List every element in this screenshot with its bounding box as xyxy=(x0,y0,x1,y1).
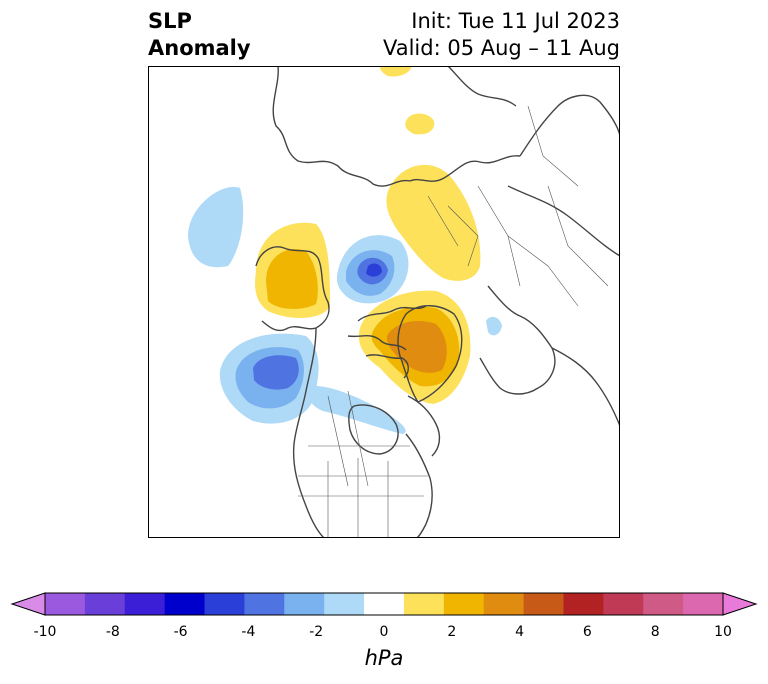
arctic-low-center xyxy=(366,263,382,277)
scandinavia-low-small xyxy=(486,316,502,336)
colorbar-cell xyxy=(84,593,126,615)
colorbar-cell xyxy=(603,593,644,615)
colorbar-cell xyxy=(164,593,206,615)
colorbar-tick-label: -6 xyxy=(173,624,188,640)
north-pacific-high-small xyxy=(405,113,435,135)
pacific-low-west xyxy=(188,186,244,268)
colorbar-cell xyxy=(683,593,724,615)
canada-low-trail xyxy=(307,385,406,434)
colorbar-ticks: -10 -8 -6 -4 -2 0 2 4 6 8 10 xyxy=(0,624,768,644)
colorbar-cell xyxy=(563,593,604,615)
colorbar-tick-label: -10 xyxy=(33,624,57,640)
map-dates: Init: Tue 11 Jul 2023 Valid: 05 Aug – 11… xyxy=(383,8,620,62)
colorbar-cell xyxy=(324,593,365,615)
colorbar-tick-label: 6 xyxy=(582,624,592,640)
colorbar-tick-label: 2 xyxy=(447,624,457,640)
colorbar-cell xyxy=(523,593,564,615)
init-date: Init: Tue 11 Jul 2023 xyxy=(411,9,620,33)
colorbar-extend-low xyxy=(10,592,46,616)
colorbar-tick-label: 10 xyxy=(714,624,732,640)
colorbar-tick-label: 4 xyxy=(515,624,525,640)
valid-range: Valid: 05 Aug – 11 Aug xyxy=(382,36,620,60)
colorbar-cell xyxy=(45,593,86,615)
title-slp: SLP xyxy=(148,9,192,33)
siberia-high-outer xyxy=(386,164,481,281)
colorbar-cell xyxy=(204,593,245,615)
colorbar-units: hPa xyxy=(364,646,404,670)
colorbar-tick-label: -4 xyxy=(241,624,256,640)
colorbar-tick-label: -8 xyxy=(105,624,120,640)
colorbar-extend-high xyxy=(722,592,758,616)
colorbar-tick-label: -2 xyxy=(309,624,324,640)
alaska-high-inner xyxy=(266,249,318,309)
top-edge-high xyxy=(380,66,412,77)
colorbar-cell xyxy=(643,593,684,615)
slp-anomaly-map xyxy=(148,66,620,538)
colorbar-cell xyxy=(244,593,285,615)
borders xyxy=(298,105,609,538)
colorbar-cell xyxy=(284,593,325,615)
colorbar-cell xyxy=(403,593,445,615)
pacific-low-core xyxy=(253,355,299,390)
coastlines xyxy=(255,66,620,538)
colorbar-tick-label: 8 xyxy=(650,624,660,640)
map-title: SLP Anomaly xyxy=(148,8,251,62)
colorbar-cell xyxy=(364,593,405,615)
colorbar xyxy=(10,592,758,616)
colorbar-tick-label: 0 xyxy=(379,624,389,640)
title-anomaly: Anomaly xyxy=(148,36,251,60)
colorbar-cell xyxy=(443,593,485,615)
colorbar-cell xyxy=(124,593,166,615)
colorbar-cell xyxy=(483,593,525,615)
